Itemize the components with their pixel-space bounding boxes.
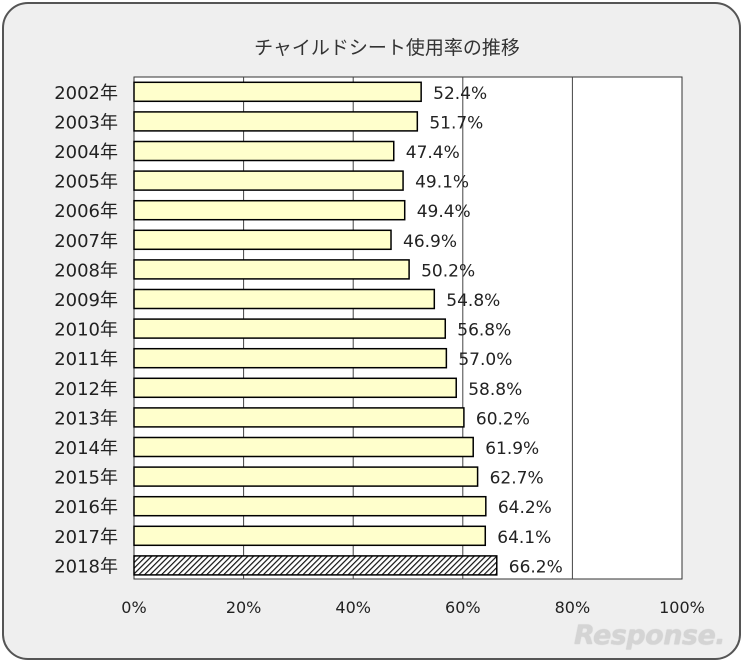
category-label: 2018年 (54, 556, 118, 577)
category-label: 2002年 (54, 83, 118, 104)
bar (133, 318, 447, 339)
value-label: 49.4% (417, 202, 471, 222)
x-tick-label: 80% (555, 598, 591, 617)
value-label: 50.2% (421, 261, 475, 281)
category-label: 2011年 (54, 349, 118, 370)
category-label: 2004年 (54, 142, 118, 163)
value-label: 54.8% (446, 291, 500, 311)
value-label: 66.2% (509, 557, 563, 577)
bar (133, 170, 404, 191)
response-logo-watermark: Response. (574, 620, 726, 651)
category-labels: 2002年 2003年 2004年 2005年 2006年 2007年 2008年 2009年… (54, 83, 118, 578)
bar (133, 229, 392, 251)
category-label: 2005年 (54, 172, 118, 193)
value-label: 47.4% (406, 143, 460, 163)
x-tick-label: 20% (226, 598, 262, 617)
bar (133, 377, 457, 399)
bar (133, 436, 474, 458)
chart-title: チャイルドシート使用率の推移 (254, 37, 520, 59)
value-label: 62.7% (490, 469, 544, 489)
bar (133, 347, 448, 369)
value-labels: 52.4% 51.7% 47.4% 49.1% 49.4% 46.9% 50.2% 54.8%… (403, 84, 563, 578)
bar (133, 259, 410, 280)
value-label: 61.9% (485, 439, 539, 459)
category-label: 2009年 (54, 290, 118, 311)
category-label: 2012年 (54, 379, 118, 400)
category-label: 2007年 (54, 231, 118, 252)
bar (133, 199, 406, 221)
value-label: 56.8% (457, 321, 511, 341)
category-label: 2008年 (54, 260, 118, 281)
bar (133, 555, 498, 576)
value-label: 51.7% (429, 113, 483, 133)
x-tick-label: 0% (121, 598, 146, 617)
bar (133, 525, 487, 547)
category-label: 2006年 (54, 201, 118, 222)
value-label: 58.8% (468, 380, 522, 400)
bar (133, 466, 479, 487)
category-label: 2017年 (54, 527, 118, 548)
value-label: 49.1% (415, 173, 469, 193)
x-tick-label: 100% (659, 598, 705, 617)
category-label: 2016年 (54, 497, 118, 518)
x-tick-labels: 0% 20% 40% 60% 80% 100% (121, 598, 705, 617)
value-label: 64.2% (498, 498, 552, 518)
value-label: 52.4% (433, 84, 487, 104)
category-label: 2003年 (54, 112, 118, 133)
category-label: 2010年 (54, 320, 118, 341)
bar (133, 140, 395, 162)
x-tick-label: 40% (335, 598, 371, 617)
bar (133, 81, 422, 103)
value-label: 60.2% (476, 409, 530, 429)
bar (133, 407, 465, 428)
value-label: 64.1% (497, 528, 551, 548)
value-label: 46.9% (403, 232, 457, 252)
value-label: 57.0% (458, 350, 512, 370)
bars (133, 81, 498, 576)
category-label: 2014年 (54, 438, 118, 459)
category-label: 2013年 (54, 408, 118, 429)
bar (133, 111, 419, 132)
bar (133, 495, 487, 517)
bar (133, 288, 436, 310)
category-label: 2015年 (54, 468, 118, 489)
x-tick-label: 60% (445, 598, 481, 617)
